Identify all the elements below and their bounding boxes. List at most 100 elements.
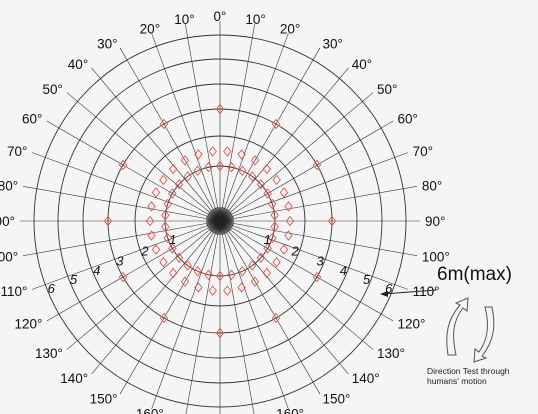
angle-spoke (46, 120, 221, 222)
angle-label-right-110: 110° (413, 284, 440, 299)
distance-label-2: 2 (140, 243, 149, 258)
angle-label-right-160: 160° (276, 407, 304, 414)
detection-marker (215, 327, 225, 339)
angle-spoke (22, 220, 221, 257)
detection-marker (118, 271, 128, 283)
detection-marker (312, 159, 322, 171)
angle-spoke (219, 92, 374, 222)
detection-marker (168, 188, 177, 199)
angle-label-right-60: 60° (398, 112, 418, 127)
angle-label-left-10: 10° (174, 12, 194, 27)
angle-label-right-140: 140° (352, 371, 380, 386)
angle-label-right-20: 20° (280, 21, 300, 36)
detection-marker (147, 230, 156, 241)
angle-label-left-140: 140° (60, 371, 88, 386)
angle-spoke (219, 152, 409, 222)
distance-label-3: 3 (317, 253, 325, 268)
detection-marker (227, 269, 236, 281)
angle-label-right-150: 150° (323, 392, 351, 407)
angle-label-left-100: 100° (0, 250, 18, 265)
angle-spoke (185, 220, 221, 414)
detection-marker (238, 165, 247, 176)
detection-marker (256, 178, 266, 190)
detection-marker (279, 244, 289, 255)
angle-label-right-0: 0° (214, 9, 227, 24)
angle-spokes (20, 21, 420, 414)
angle-label-left-90: 90° (0, 214, 15, 229)
angle-spoke (219, 220, 409, 290)
detection-marker (237, 149, 246, 160)
detection-marker (161, 221, 170, 232)
angle-label-left-110: 110° (0, 284, 27, 299)
detection-marker (180, 155, 190, 166)
angle-label-right-10: 10° (245, 12, 265, 27)
detection-marker (262, 267, 272, 279)
detection-marker (312, 271, 322, 283)
angle-spoke (219, 220, 255, 414)
angle-spoke (219, 185, 418, 222)
detection-marker (272, 174, 281, 186)
angle-spoke (219, 23, 256, 222)
detection-marker (168, 267, 178, 279)
angle-spoke (119, 220, 221, 395)
angle-spoke (91, 67, 221, 222)
detection-marker (256, 252, 266, 264)
angle-label-right-90: 90° (425, 214, 445, 229)
detection-marker (262, 163, 272, 175)
angle-spoke (219, 32, 289, 222)
distance-label-6: 6 (385, 281, 393, 296)
hub-line (218, 207, 221, 222)
angle-spoke (31, 220, 221, 290)
distance-label-5: 5 (363, 272, 371, 287)
detection-marker (151, 187, 161, 198)
angle-label-right-50: 50° (377, 82, 397, 97)
angle-label-left-130: 130° (35, 346, 63, 361)
detection-marker (215, 270, 225, 282)
angle-label-left-120: 120° (15, 317, 43, 332)
detection-marker (271, 118, 281, 130)
angle-spoke (219, 220, 394, 322)
detection-marker (103, 215, 113, 227)
detection-marker (180, 276, 190, 287)
angle-spoke (219, 220, 321, 395)
detection-marker (250, 276, 260, 287)
detection-marker (285, 215, 295, 227)
detection-marker (268, 232, 277, 244)
detection-marker (263, 243, 272, 254)
detection-marker (168, 243, 177, 254)
detection-marker (271, 312, 281, 324)
detection-marker (272, 256, 281, 268)
distance-label-4: 4 (340, 263, 347, 278)
detection-marker (208, 146, 217, 157)
detection-marker (227, 161, 236, 173)
angle-label-right-80: 80° (422, 178, 442, 193)
max-range-pointer (380, 289, 437, 297)
detection-marker (168, 163, 178, 175)
angle-label-left-30: 30° (97, 36, 117, 51)
detection-marker (174, 178, 184, 190)
detection-marker (151, 244, 161, 255)
detection-marker (183, 171, 192, 182)
distance-label-4: 4 (93, 263, 100, 278)
detection-marker (159, 174, 168, 186)
angle-spoke (151, 32, 221, 222)
distance-labels: 1 12 23 34 45 56 6 (48, 232, 393, 296)
angle-spoke (66, 220, 221, 350)
angle-spoke (219, 220, 349, 375)
distance-label-1: 1 (169, 232, 176, 247)
angle-spoke (219, 67, 349, 222)
detection-marker (183, 260, 192, 271)
angle-spoke (151, 220, 221, 410)
angle-label-left-70: 70° (7, 144, 27, 159)
direction-arrows-icon (446, 297, 495, 363)
angle-spoke (184, 23, 221, 222)
detection-marker (223, 146, 232, 157)
detection-marker (279, 187, 289, 198)
detection-marker (145, 215, 155, 227)
detection-marker (161, 210, 170, 221)
detection-marker (159, 118, 169, 130)
angle-spoke (91, 220, 221, 375)
detection-marker (159, 312, 169, 324)
detection-marker (163, 232, 172, 244)
